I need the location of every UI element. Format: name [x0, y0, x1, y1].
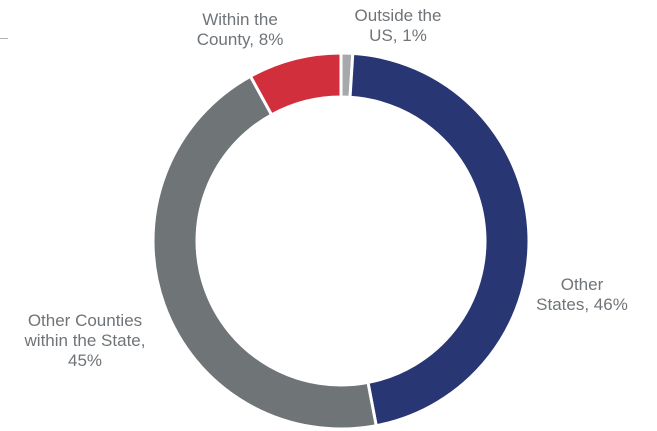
- donut-slice-other-counties-within-the-state: [151, 74, 378, 431]
- label-other-counties: Other Counties within the State, 45%: [24, 311, 146, 370]
- donut-slice-within-the-county: [248, 51, 343, 117]
- label-outside-us: Outside the US, 1%: [354, 6, 442, 45]
- label-within-county: Within the County, 8%: [196, 10, 284, 49]
- label-other-states: Other States, 46%: [536, 275, 628, 314]
- donut-slice-other-states: [348, 51, 531, 428]
- corner-tick-mark: [0, 38, 8, 39]
